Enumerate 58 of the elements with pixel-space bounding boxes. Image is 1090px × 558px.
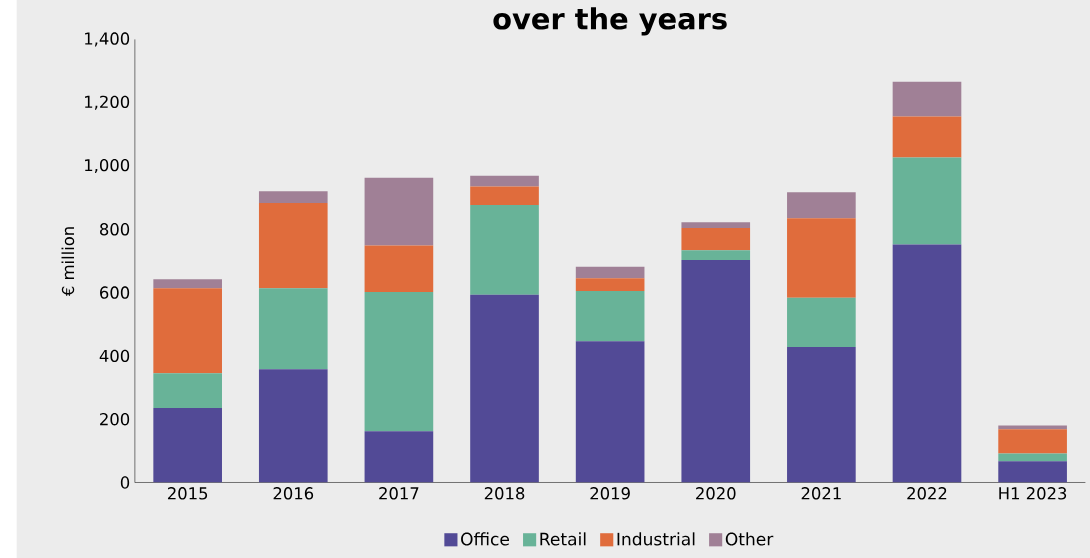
x-tick-label: 2017 (379, 486, 419, 500)
bar (470, 294, 539, 483)
bar (681, 227, 751, 251)
x-tick-label: 2016 (273, 486, 314, 500)
bar (364, 291, 434, 432)
x-tick-label: H1 2023 (999, 486, 1067, 500)
bar (998, 429, 1067, 454)
y-tick-label: 400 (99, 349, 130, 362)
chart-title: over the years (493, 7, 727, 36)
bar (998, 461, 1067, 483)
x-tick-label: 2015 (167, 486, 208, 500)
legend-label: Industrial (617, 532, 695, 546)
bar (575, 341, 645, 483)
bar (470, 204, 539, 295)
bar (575, 290, 645, 342)
bar (153, 373, 222, 408)
legend-label: Office (461, 532, 510, 546)
y-tick-label: 800 (100, 222, 130, 236)
bar (258, 191, 328, 203)
legend-label: Other (725, 532, 774, 546)
bar (153, 288, 222, 374)
bar (153, 279, 222, 288)
y-tick-label: 1,000 (85, 158, 130, 173)
y-tick-label: 600 (100, 286, 130, 299)
bar (681, 250, 751, 260)
y-tick-label: 1,200 (85, 95, 130, 110)
bar (153, 407, 222, 483)
bar (258, 202, 328, 288)
bar (575, 266, 645, 279)
y-tick-label: 1,400 (85, 32, 130, 47)
bar (470, 175, 539, 187)
bar (787, 297, 856, 347)
bar (258, 288, 328, 370)
bar (364, 431, 434, 483)
bar (470, 186, 539, 205)
bar (258, 369, 328, 483)
y-axis-title: € million (61, 227, 75, 296)
bar (787, 346, 856, 483)
bar (681, 222, 751, 228)
bar (892, 157, 962, 245)
y-tick-label: 0 (120, 476, 130, 489)
bar (892, 81, 962, 117)
bar (892, 244, 962, 483)
legend-label: Retail (540, 532, 586, 546)
bar (787, 218, 856, 298)
x-tick-label: 2021 (801, 486, 841, 500)
x-tick-label: 2018 (484, 486, 525, 500)
bar (892, 116, 962, 158)
x-tick-label: 2019 (590, 486, 630, 500)
x-tick-label: 2020 (696, 486, 736, 500)
bar (998, 453, 1067, 462)
bar (364, 245, 434, 292)
bar (681, 259, 751, 483)
bar (364, 177, 434, 246)
bar (575, 278, 645, 291)
x-tick-label: 2022 (907, 486, 947, 500)
bar (787, 192, 856, 219)
y-tick-label: 200 (100, 412, 130, 426)
